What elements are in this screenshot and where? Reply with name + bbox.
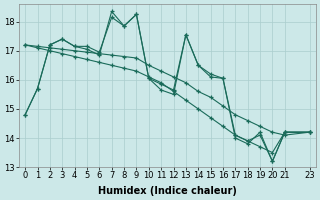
X-axis label: Humidex (Indice chaleur): Humidex (Indice chaleur): [98, 186, 237, 196]
